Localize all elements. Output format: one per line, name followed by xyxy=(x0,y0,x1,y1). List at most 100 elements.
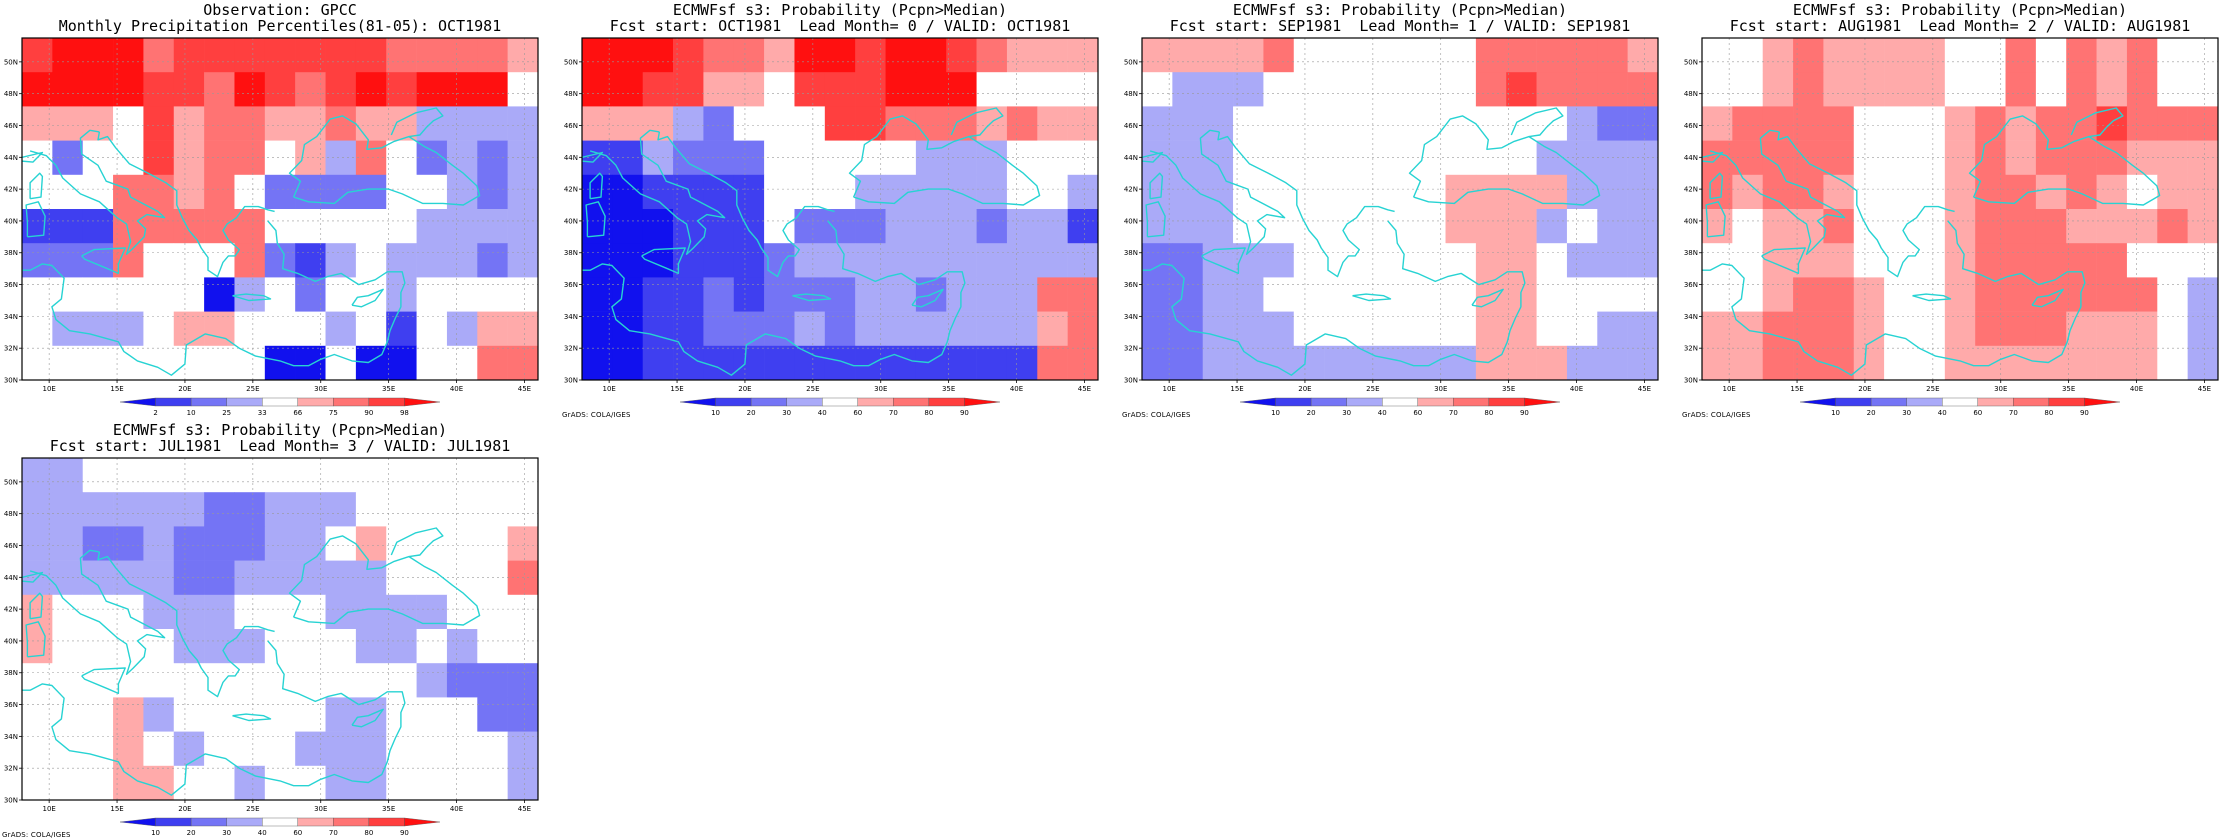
grid-cell xyxy=(416,492,448,527)
y-tick-label: 40N xyxy=(4,637,18,645)
grid-cell xyxy=(113,697,144,732)
grid-cell xyxy=(2035,174,2067,210)
grid-cell xyxy=(1037,277,1068,312)
grid-cell xyxy=(1702,243,1733,278)
grid-cell xyxy=(1475,311,1507,347)
grid-cell xyxy=(204,209,235,244)
grid-cell xyxy=(1172,140,1203,176)
colorbar-label: 20 xyxy=(1867,409,1876,417)
grid-cell xyxy=(22,492,53,527)
colorbar-label: 70 xyxy=(2009,409,2018,417)
grid-cell xyxy=(673,106,704,141)
grid-cell xyxy=(1172,243,1203,278)
grid-cell xyxy=(733,38,765,73)
grid-cell xyxy=(1566,311,1598,347)
grid-cell xyxy=(2126,345,2158,381)
coastlines xyxy=(22,527,538,800)
grid-cell xyxy=(582,243,613,278)
grid-cell xyxy=(234,663,266,698)
grid-cell xyxy=(1732,209,1763,244)
colorbar-swatch xyxy=(119,397,156,407)
colorbar-label: 20 xyxy=(187,829,196,837)
grads-credit: GrADS: COLA/IGES xyxy=(562,411,631,419)
grid-cell xyxy=(264,38,296,73)
grid-cell xyxy=(446,106,478,141)
grid-cell xyxy=(1597,311,1628,347)
grid-cell xyxy=(885,106,917,141)
grid-cell xyxy=(1445,209,1477,244)
y-tick-label: 40N xyxy=(1684,217,1698,225)
grid-cell xyxy=(386,560,417,596)
colorbar-swatch xyxy=(226,817,263,827)
map-panel-1: Observation: GPCC Monthly Precipitation P… xyxy=(0,0,560,420)
colorbar-label: 80 xyxy=(924,409,933,417)
grid-cell xyxy=(113,277,144,312)
grid-cell xyxy=(794,174,826,210)
grid-cell xyxy=(1853,38,1885,73)
y-tick-label: 42N xyxy=(564,186,578,194)
grid-cell xyxy=(1293,106,1325,141)
grid-cell xyxy=(642,174,674,210)
colorbar-swatch xyxy=(1835,397,1872,407)
grid-cell xyxy=(52,765,83,801)
grid-cell xyxy=(355,106,387,141)
grid-cell xyxy=(794,345,826,381)
x-tick-label: 15E xyxy=(1790,385,1803,393)
grid-cell xyxy=(173,311,205,347)
grid-cell xyxy=(1354,38,1386,73)
grid-cell xyxy=(386,458,417,493)
grid-cell xyxy=(446,458,478,493)
y-tick-label: 48N xyxy=(4,510,18,518)
grid-cell xyxy=(1944,277,1976,312)
grid-cell xyxy=(477,345,508,381)
grid-cell xyxy=(2096,277,2128,312)
grid-cell xyxy=(204,629,235,664)
grid-cell xyxy=(113,345,144,381)
grid-cell xyxy=(507,72,539,107)
grid-cell xyxy=(52,345,83,381)
x-tick-label: 40E xyxy=(2130,385,2143,393)
grid-cell xyxy=(446,72,478,107)
grid-cell xyxy=(355,345,387,381)
grid-cell xyxy=(1853,174,1885,210)
grid-cell xyxy=(1293,140,1325,176)
grid-cell xyxy=(477,526,508,561)
grid-cell xyxy=(355,663,387,698)
map-panel-2: ECMWFsf s3: Probability (Pcpn>Median) Fcs… xyxy=(560,0,1120,420)
grid-cell xyxy=(794,72,826,107)
grid-cell xyxy=(82,458,114,493)
grid-cell xyxy=(143,594,175,630)
grid-cell xyxy=(1475,174,1507,210)
grid-cell xyxy=(143,492,175,527)
grid-cell xyxy=(1762,345,1794,381)
colorbar-swatch xyxy=(1453,397,1490,407)
grid-cell xyxy=(173,243,205,278)
grid-cell xyxy=(1975,140,2006,176)
grid-cell xyxy=(1067,38,1099,73)
grid-cell xyxy=(82,106,114,141)
grid-cell xyxy=(1233,209,1264,244)
grid-cell xyxy=(582,72,613,107)
x-tick-label: 45E xyxy=(1078,385,1091,393)
grid-cell xyxy=(446,345,478,381)
colorbar-swatch xyxy=(368,397,405,407)
colorbar-swatch xyxy=(1239,397,1276,407)
grid-cell xyxy=(507,140,539,176)
colorbar-swatch xyxy=(368,817,405,827)
colorbar-swatch xyxy=(1417,397,1454,407)
grid-cell xyxy=(1506,243,1537,278)
grid-cell xyxy=(794,311,826,347)
grid-cell xyxy=(295,106,326,141)
grid-cell xyxy=(764,311,795,347)
grid-cell xyxy=(703,174,735,210)
grid-cell xyxy=(1202,106,1234,141)
grid-cell xyxy=(386,243,417,278)
grid-cell xyxy=(507,629,539,664)
grid-cell xyxy=(1354,209,1386,244)
grid-cell xyxy=(82,697,114,732)
panel-title: ECMWFsf s3: Probability (Pcpn>Median) xyxy=(1792,1,2128,19)
grid-cell xyxy=(2126,243,2158,278)
grid-cell xyxy=(1067,345,1099,381)
grid-cell xyxy=(82,492,114,527)
grid-cell xyxy=(143,345,175,381)
